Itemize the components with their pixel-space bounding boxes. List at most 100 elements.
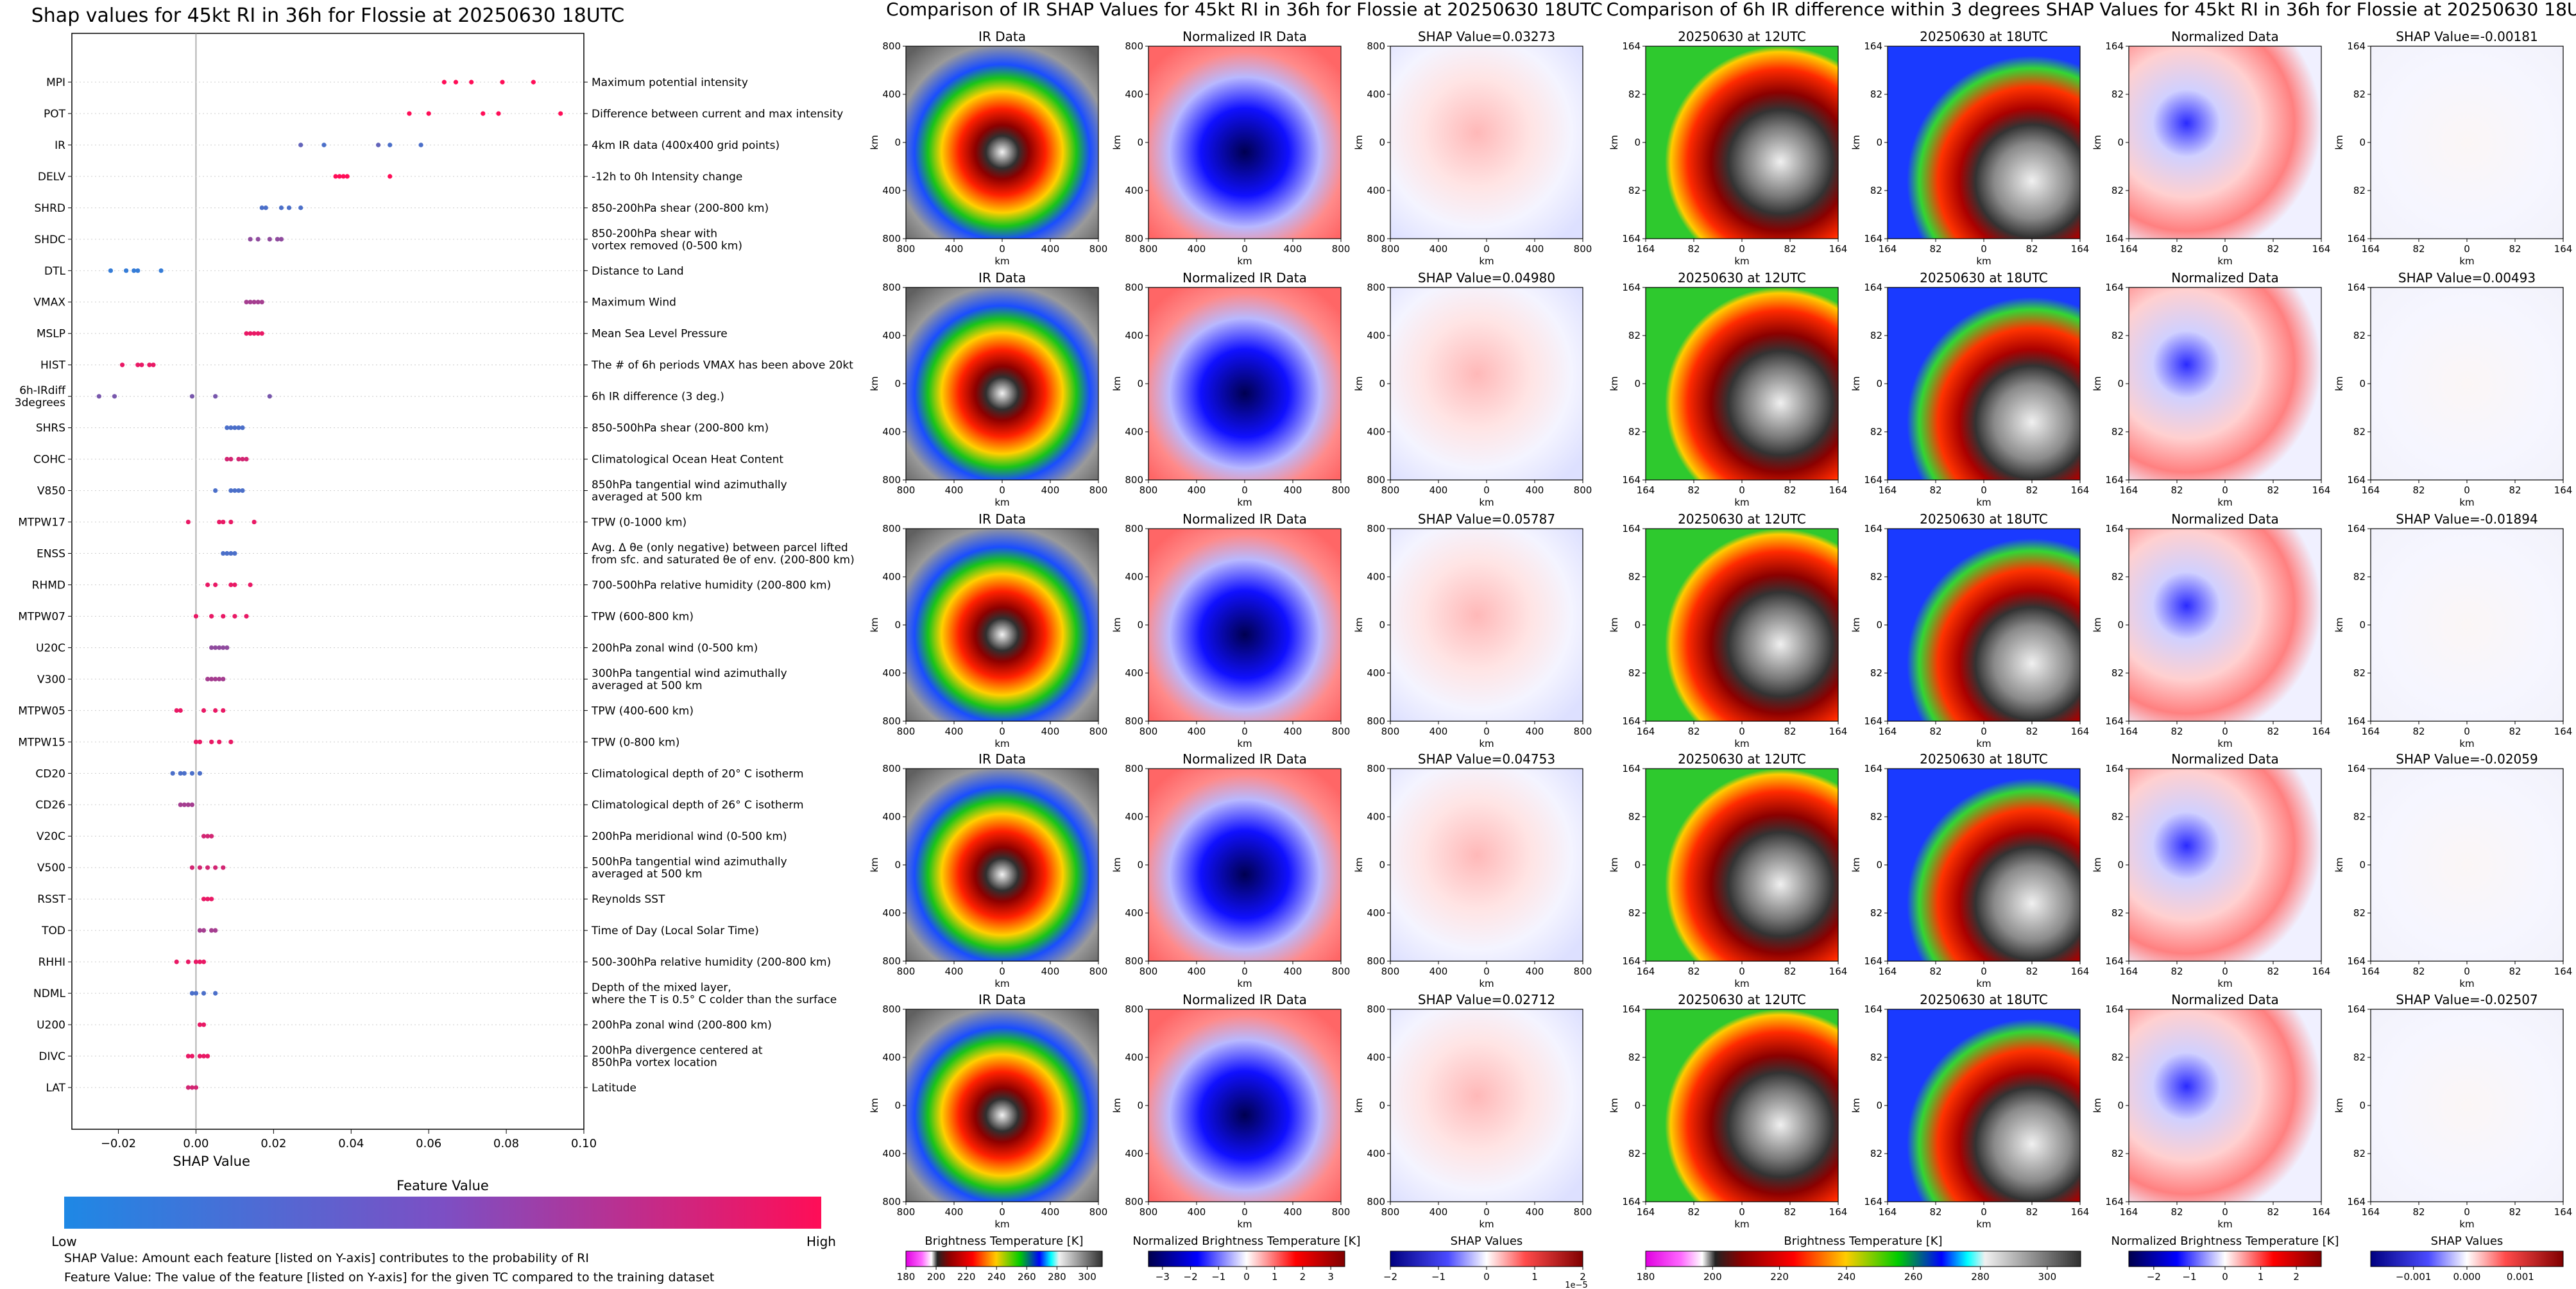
xtick-label: 800 xyxy=(1381,1206,1400,1218)
xtick-label: 0 xyxy=(1739,726,1745,737)
ytick-label: 82 xyxy=(2353,426,2366,438)
feature-description-label: 500hPa tangential wind azimuthally averag… xyxy=(592,856,787,881)
colorbar-multiplier: 1e−5 xyxy=(1565,1281,1587,1289)
shap-point xyxy=(248,331,253,336)
shap-title-prefix: SHAP Value= xyxy=(2396,992,2480,1007)
xtick-label: 164 xyxy=(2554,966,2573,977)
xtick-label: 164 xyxy=(2362,726,2380,737)
shap-title-value: 0.03273 xyxy=(1502,29,1555,44)
shap-point xyxy=(221,519,226,525)
feature-name-label: IR xyxy=(55,139,65,152)
ytick-label: 800 xyxy=(1367,715,1385,727)
colorbar-tick-label: 300 xyxy=(1078,1271,1096,1283)
xtick-label: 800 xyxy=(1381,966,1400,977)
ytick-label: 800 xyxy=(882,40,901,52)
xtick-label: 0 xyxy=(999,484,1005,496)
x-axis-unit-label: km xyxy=(994,255,1009,267)
colorbar-tick-label: −3 xyxy=(1156,1271,1170,1283)
colorbar-tick-label: −2 xyxy=(1184,1271,1198,1283)
xtick-label: 0 xyxy=(1241,243,1248,255)
shap-point xyxy=(201,708,207,713)
ytick-label: 0 xyxy=(894,619,901,631)
shap-point xyxy=(213,865,218,870)
shap-point xyxy=(225,457,230,462)
colorbar-label: Brightness Temperature [K] xyxy=(925,1234,1083,1248)
shap-axes-frame xyxy=(71,33,584,1130)
shap-point xyxy=(345,174,350,179)
feature-description-label: Maximum Wind xyxy=(592,296,676,309)
feature-name-label: MSLP xyxy=(37,328,65,341)
image-column-title: 20250630 at 12UTC xyxy=(1678,270,1806,286)
shap-image-title: SHAP Value=-0.00181 xyxy=(2396,29,2538,44)
colorbar-tick-label: 1 xyxy=(1272,1271,1278,1283)
xtick-label: 82 xyxy=(1687,1206,1700,1218)
ytick-label: 164 xyxy=(1622,763,1641,774)
feature-colorbar xyxy=(64,1197,821,1229)
xtick-label: 164 xyxy=(2120,966,2138,977)
colorbar-tick-label: 240 xyxy=(1838,1271,1856,1283)
xtick-label: 800 xyxy=(1089,726,1108,737)
ytick-label: 82 xyxy=(2353,667,2366,679)
y-axis-unit-label: km xyxy=(869,135,880,149)
colorbar-tick-label: 3 xyxy=(1327,1271,1334,1283)
colorbar-tick-label: −2 xyxy=(1383,1271,1397,1283)
xtick-label: 0 xyxy=(1739,484,1745,496)
xtick-label: 400 xyxy=(1526,1206,1544,1218)
field-image xyxy=(1645,287,1839,481)
ytick-label: 400 xyxy=(882,426,901,438)
xtick-label: 400 xyxy=(1429,243,1448,255)
colorbar-tick-label: 260 xyxy=(1904,1271,1923,1283)
ytick-label: 0 xyxy=(2359,378,2366,389)
ytick-label: 800 xyxy=(1367,763,1385,774)
colorbar-tick-label: 2 xyxy=(2293,1271,2299,1283)
xtick-label: 400 xyxy=(1429,1206,1448,1218)
ytick-label: 0 xyxy=(1137,619,1143,631)
ytick-label: 164 xyxy=(1864,233,1882,244)
field-image xyxy=(905,46,1099,239)
xtick-label: 82 xyxy=(2026,484,2038,496)
shap-image-title: SHAP Value=0.04753 xyxy=(1418,751,1555,767)
xtick-label: 82 xyxy=(1687,243,1700,255)
feature-description-label: TPW (600-800 km) xyxy=(591,610,694,623)
ytick-label: 82 xyxy=(1628,811,1641,823)
ytick-label: 164 xyxy=(1622,1196,1641,1208)
ytick-label: 0 xyxy=(894,137,901,148)
shap-point xyxy=(193,959,199,964)
xtick-label: 800 xyxy=(1574,484,1592,496)
xtick-label: 400 xyxy=(1188,726,1206,737)
shap-point xyxy=(221,613,226,619)
ytick-label: 0 xyxy=(1876,1100,1882,1111)
xtick-label: 164 xyxy=(1829,1206,1848,1218)
ytick-label: 164 xyxy=(1622,233,1641,244)
x-axis-unit-label: km xyxy=(2459,497,2474,508)
y-axis-unit-label: km xyxy=(1608,376,1620,391)
shap-point xyxy=(418,142,423,148)
feature-description-label: TPW (0-800 km) xyxy=(591,736,679,749)
feature-name-label: MTPW07 xyxy=(18,610,65,623)
shap-point xyxy=(481,111,486,116)
shap-point xyxy=(248,582,253,588)
ytick-label: 400 xyxy=(1125,1052,1143,1063)
xtick-label: 0.00 xyxy=(183,1137,209,1150)
xtick-label: 164 xyxy=(2312,726,2331,737)
y-axis-unit-label: km xyxy=(1111,376,1123,391)
xtick-label: 0 xyxy=(2222,1206,2228,1218)
shap-point xyxy=(209,613,214,619)
field-image xyxy=(2370,528,2564,722)
feature-description-label: 4km IR data (400x400 grid points) xyxy=(592,139,780,152)
ytick-label: 0 xyxy=(1876,859,1882,871)
ytick-label: 0 xyxy=(1634,1100,1641,1111)
image-column-title: 20250630 at 12UTC xyxy=(1678,992,1806,1007)
shap-point xyxy=(221,551,226,556)
ytick-label: 82 xyxy=(2353,330,2366,341)
xtick-label: 82 xyxy=(2171,243,2183,255)
ytick-label: 800 xyxy=(1125,474,1143,486)
ytick-label: 800 xyxy=(1125,40,1143,52)
image-column-title: Normalized IR Data xyxy=(1182,992,1307,1007)
x-axis-unit-label: km xyxy=(1479,1218,1494,1230)
shap-point xyxy=(213,645,218,651)
shap-point xyxy=(228,425,234,431)
ytick-label: 800 xyxy=(882,233,901,244)
shap-point xyxy=(240,488,245,493)
ytick-label: 800 xyxy=(1367,40,1385,52)
